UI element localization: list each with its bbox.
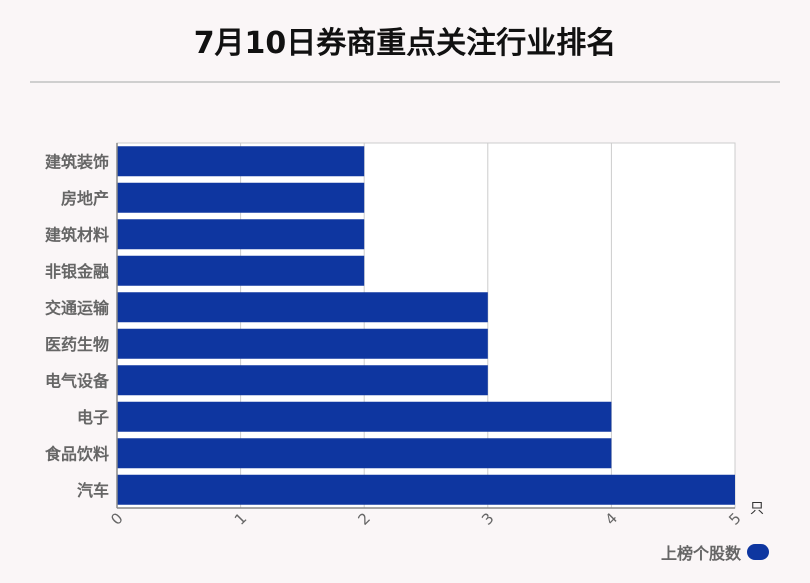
legend-label: 上榜个股数 [660, 544, 741, 563]
legend-swatch [747, 544, 769, 560]
legend: 上榜个股数 [661, 540, 769, 564]
x-tick-label: 5 [725, 509, 744, 528]
bar-3 [117, 219, 365, 250]
bar-6 [117, 328, 488, 359]
bar-4 [117, 255, 365, 286]
category-label: 电气设备 [45, 371, 110, 390]
category-label: 建筑装饰 [45, 152, 109, 171]
x-tick-label: 4 [602, 509, 621, 528]
category-label: 房地产 [61, 189, 109, 208]
category-label: 医药生物 [45, 335, 109, 354]
bar-10 [117, 474, 735, 505]
category-label: 电子 [77, 408, 109, 427]
bar-1 [117, 146, 365, 177]
bar-9 [117, 438, 612, 469]
bar-2 [117, 182, 365, 213]
chart-title: 7月10日券商重点关注行业排名 [193, 26, 617, 61]
category-label: 食品饮料 [44, 444, 109, 463]
title-divider [30, 81, 780, 83]
x-tick-label: 2 [354, 509, 373, 528]
x-tick-label: 3 [478, 509, 497, 528]
category-label: 非银金融 [45, 262, 109, 281]
bar-5 [117, 292, 488, 323]
category-label: 汽车 [77, 481, 109, 500]
x-unit-label: 只 [750, 501, 764, 517]
x-tick-label: 1 [231, 509, 250, 528]
bar-8 [117, 401, 612, 432]
x-tick-label: 0 [107, 509, 126, 528]
bar-7 [117, 365, 488, 396]
category-label: 交通运输 [45, 298, 110, 317]
category-label: 建筑材料 [45, 225, 109, 244]
